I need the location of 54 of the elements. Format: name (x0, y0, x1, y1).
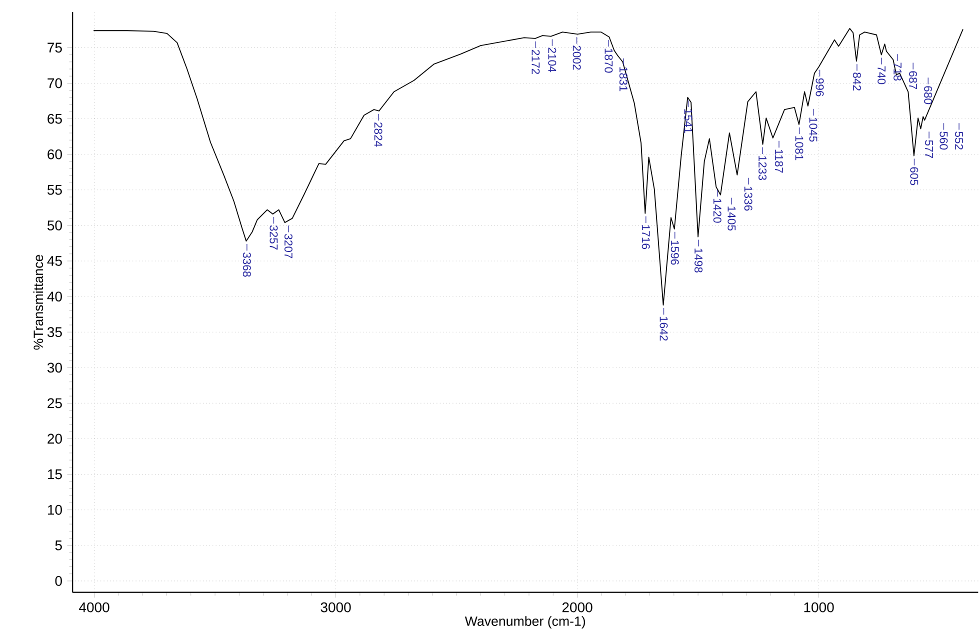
annotation: 1336 (744, 186, 752, 211)
x-tick-label: 2000 (562, 602, 592, 612)
annotation: 1498 (694, 248, 703, 273)
annotation: 2104 (548, 48, 556, 72)
x-tick-label: 4000 (79, 602, 110, 612)
annotation: 3207 (284, 234, 292, 258)
annotation: 1081 (795, 136, 804, 160)
annotation: 605 (910, 167, 918, 186)
annotation: 996 (816, 78, 824, 96)
y-tick-label: 20 (48, 434, 62, 444)
annotation: 3368 (242, 252, 251, 277)
y-tick-label: 65 (48, 114, 62, 124)
y-tick-label: 55 (47, 185, 62, 195)
annotation: 1420 (713, 198, 722, 223)
annotation: 842 (852, 72, 861, 91)
y-axis-title: %Transmittance (33, 254, 44, 350)
annotation: 1187 (774, 150, 783, 173)
y-tick-label: 15 (48, 469, 62, 480)
annotation: 560 (940, 132, 948, 150)
y-tick-label: 10 (48, 504, 62, 515)
line-series (93, 28, 964, 306)
y-tick-label: 70 (48, 78, 62, 88)
y-tick-label: 60 (48, 149, 62, 160)
y-tick-label: 75 (48, 42, 62, 53)
annotation: 1642 (660, 316, 668, 341)
annotation: 1045 (809, 118, 818, 142)
annotation: 1541 (684, 109, 692, 134)
annotation: 2824 (374, 122, 382, 147)
y-tick-label: 30 (47, 362, 62, 373)
annotation: 680 (924, 86, 932, 104)
annotation: 1716 (642, 225, 650, 250)
annotation: 552 (955, 132, 964, 150)
x-axis-title: Wavenumber (cm-1) (464, 616, 586, 629)
annotation: 1596 (670, 240, 679, 265)
y-tick-label: 45 (47, 256, 62, 266)
y-tick-label: 40 (47, 292, 62, 302)
y-tick-label: 50 (47, 220, 62, 230)
annotation: 740 (878, 66, 886, 84)
annotation: 1405 (728, 206, 736, 231)
y-tick-label: 0 (55, 576, 62, 586)
annotation: 577 (925, 140, 933, 158)
annotation: 1233 (758, 156, 767, 180)
annotation: 2002 (572, 46, 581, 70)
y-tick-label: 25 (48, 398, 62, 408)
annotation: 1831 (619, 67, 628, 92)
x-tick-label: 1000 (804, 602, 834, 612)
x-tick-label: 3000 (320, 602, 351, 612)
annotation: 1870 (604, 48, 613, 73)
annotation: 2172 (532, 50, 540, 74)
y-tick-label: 5 (55, 540, 62, 550)
annotation: 718 (894, 62, 902, 81)
annotation: 687 (909, 71, 918, 90)
annotation: 3257 (270, 225, 278, 250)
y-tick-label: 35 (47, 327, 62, 338)
